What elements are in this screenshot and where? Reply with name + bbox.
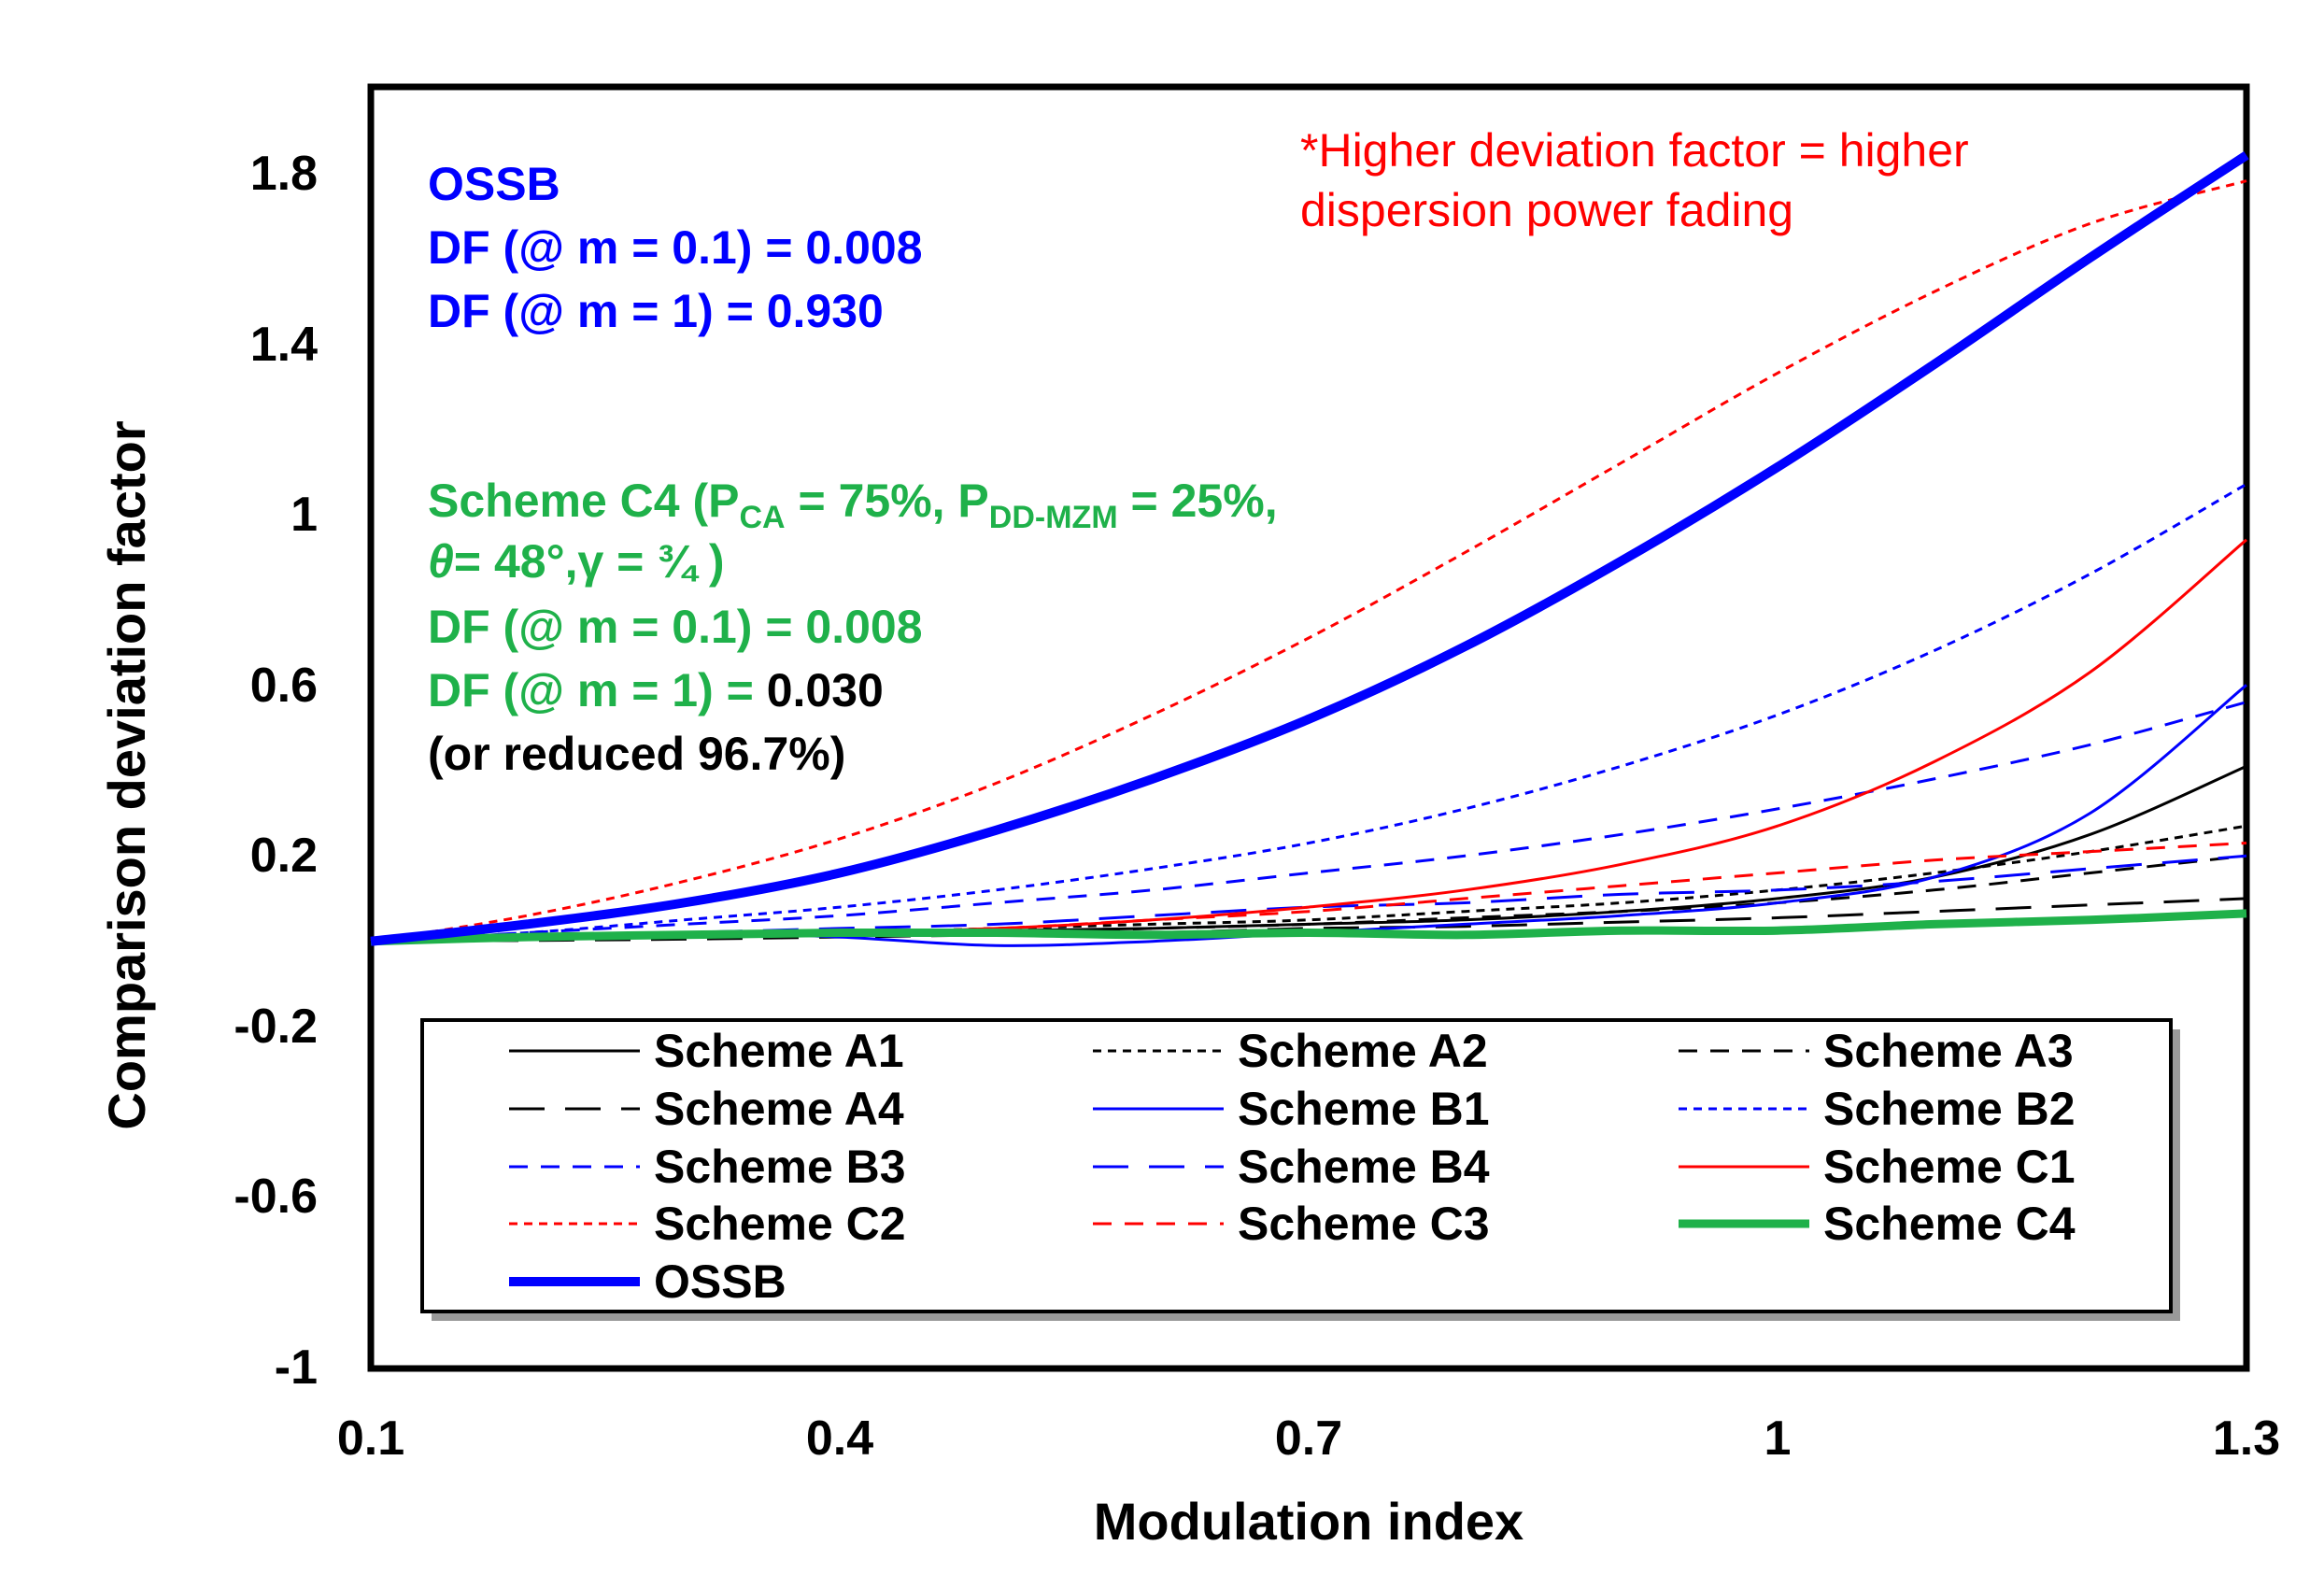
legend-label: Scheme A4: [654, 1083, 904, 1135]
scheme-c4-line1-b: = 75%, P: [786, 475, 989, 527]
series-line-ossb: [370, 151, 2249, 946]
x-axis-title: Modulation index: [1094, 1492, 1523, 1551]
y-tick-label: 1.4: [250, 318, 318, 372]
series-line-scheme-b2: [370, 482, 2247, 943]
legend-item-scheme-a2: Scheme A2: [1093, 1025, 1488, 1077]
legend-item-scheme-b3: Scheme B3: [509, 1141, 906, 1193]
legend-label: Scheme B1: [1238, 1083, 1490, 1135]
scheme-c4-annotation-reduced: (or reduced 96.7%): [428, 728, 845, 780]
fading-note: *Higher deviation factor = higher disper…: [1300, 124, 1969, 236]
scheme-c4-df2-label: DF (@ m = 1) =: [428, 664, 767, 716]
legend-item-scheme-c4: Scheme C4: [1679, 1198, 2076, 1250]
legend-item-scheme-b1: Scheme B1: [1093, 1083, 1490, 1135]
legend-label: Scheme C1: [1823, 1141, 2076, 1193]
y-tick-label: -0.6: [234, 1170, 318, 1224]
legend-label: Scheme A3: [1823, 1025, 2074, 1077]
scheme-c4-theta: θ: [428, 535, 454, 588]
y-tick-label: 1: [290, 488, 318, 542]
legend-label: Scheme B2: [1823, 1083, 2076, 1135]
legend-label: Scheme A2: [1238, 1025, 1488, 1077]
legend-item-scheme-b2: Scheme B2: [1679, 1083, 2076, 1135]
scheme-c4-sub-ca: CA: [739, 500, 785, 535]
legend-box: [420, 1018, 2173, 1313]
x-tick-label: 0.4: [806, 1411, 873, 1466]
scheme-c4-line1-c: = 25%,: [1118, 475, 1278, 527]
y-tick-label: -1: [275, 1340, 318, 1395]
series-line-scheme-a4: [370, 897, 2247, 943]
ossb-annotation: OSSB DF (@ m = 0.1) = 0.008 DF (@ m = 1)…: [428, 158, 923, 337]
legend-item-scheme-c1: Scheme C1: [1679, 1141, 2076, 1193]
scheme-c4-annotation: Scheme C4 (PCA = 75%, PDD-MZM = 25%, θ= …: [428, 475, 1278, 780]
scheme-c4-line1-a: Scheme C4 (P: [428, 475, 739, 527]
legend-label: Scheme C3: [1238, 1198, 1490, 1250]
y-axis-title: Comparison deviation factor: [97, 420, 156, 1129]
legend: Scheme A1 Scheme A2 Scheme A3 Scheme A4 Sche…: [420, 1018, 2180, 1321]
legend-item-ossb: OSSB: [509, 1255, 786, 1308]
x-tick-label: 1.3: [2213, 1411, 2280, 1466]
scheme-c4-annotation-line1: Scheme C4 (PCA = 75%, PDD-MZM = 25%,: [428, 475, 1278, 535]
series-line-scheme-c4: [370, 909, 2247, 946]
series-line-scheme-a3: [370, 854, 2247, 943]
legend-label: Scheme C4: [1823, 1198, 2076, 1250]
legend-entries: Scheme A1 Scheme A2 Scheme A3 Scheme A4 Sche…: [509, 1025, 2076, 1308]
series-line-scheme-c3: [370, 842, 2247, 943]
scheme-c4-sub-ddmzm: DD-MZM: [989, 500, 1118, 535]
scheme-c4-annotation-line2: θ= 48°,γ = ¾ ): [428, 535, 725, 588]
legend-label: Scheme C2: [654, 1198, 906, 1250]
legend-label: Scheme A1: [654, 1025, 904, 1077]
x-tick-label: 0.7: [1275, 1411, 1342, 1466]
ossb-annotation-df1: DF (@ m = 0.1) = 0.008: [428, 221, 923, 274]
y-tick-label: 0.6: [250, 659, 318, 713]
legend-item-scheme-a3: Scheme A3: [1679, 1025, 2074, 1077]
x-tick-labels: 0.1 0.4 0.7 1 1.3: [337, 1411, 2280, 1466]
scheme-c4-annotation-df1: DF (@ m = 0.1) = 0.008: [428, 601, 923, 653]
series-line-scheme-c2: [370, 179, 2247, 943]
scheme-c4-annotation-df2: DF (@ m = 1) = 0.030: [428, 664, 884, 716]
legend-item-scheme-a1: Scheme A1: [509, 1025, 904, 1077]
y-tick-labels: 1.8 1.4 1 0.6 0.2 -0.2 -0.6 -1: [234, 147, 318, 1395]
y-tick-label: 0.2: [250, 829, 318, 883]
scheme-c4-df2-value: 0.030: [767, 664, 884, 716]
x-tick-label: 1: [1764, 1411, 1792, 1466]
fading-note-line2: dispersion power fading: [1300, 184, 1793, 236]
legend-item-scheme-c3: Scheme C3: [1093, 1198, 1490, 1250]
legend-item-scheme-b4: Scheme B4: [1093, 1141, 1490, 1193]
legend-label: Scheme B4: [1238, 1141, 1490, 1193]
series-layer: [370, 151, 2249, 947]
ossb-annotation-df2: DF (@ m = 1) = 0.930: [428, 285, 884, 337]
y-tick-label: 1.8: [250, 147, 318, 201]
scheme-c4-line2-rest: = 48°,γ = ¾ ): [454, 535, 725, 588]
fading-note-line1: *Higher deviation factor = higher: [1300, 124, 1969, 177]
x-tick-label: 0.1: [337, 1411, 404, 1466]
legend-label: Scheme B3: [654, 1141, 906, 1193]
legend-item-scheme-c2: Scheme C2: [509, 1198, 906, 1250]
legend-item-scheme-a4: Scheme A4: [509, 1083, 904, 1135]
y-tick-label: -0.2: [234, 1000, 318, 1054]
ossb-annotation-title: OSSB: [428, 158, 560, 210]
legend-label: OSSB: [654, 1255, 786, 1308]
